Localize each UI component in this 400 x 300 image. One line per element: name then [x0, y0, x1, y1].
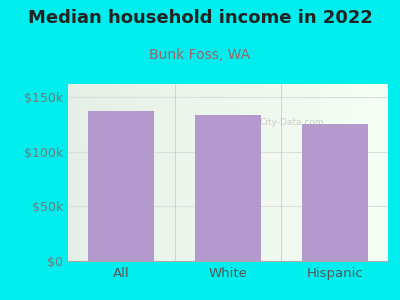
Text: City-Data.com: City-Data.com [260, 118, 325, 127]
Bar [195, 115, 261, 261]
Bar [302, 124, 368, 261]
Text: Bunk Foss, WA: Bunk Foss, WA [150, 48, 250, 62]
Text: Median household income in 2022: Median household income in 2022 [28, 9, 372, 27]
Bar [88, 111, 154, 261]
